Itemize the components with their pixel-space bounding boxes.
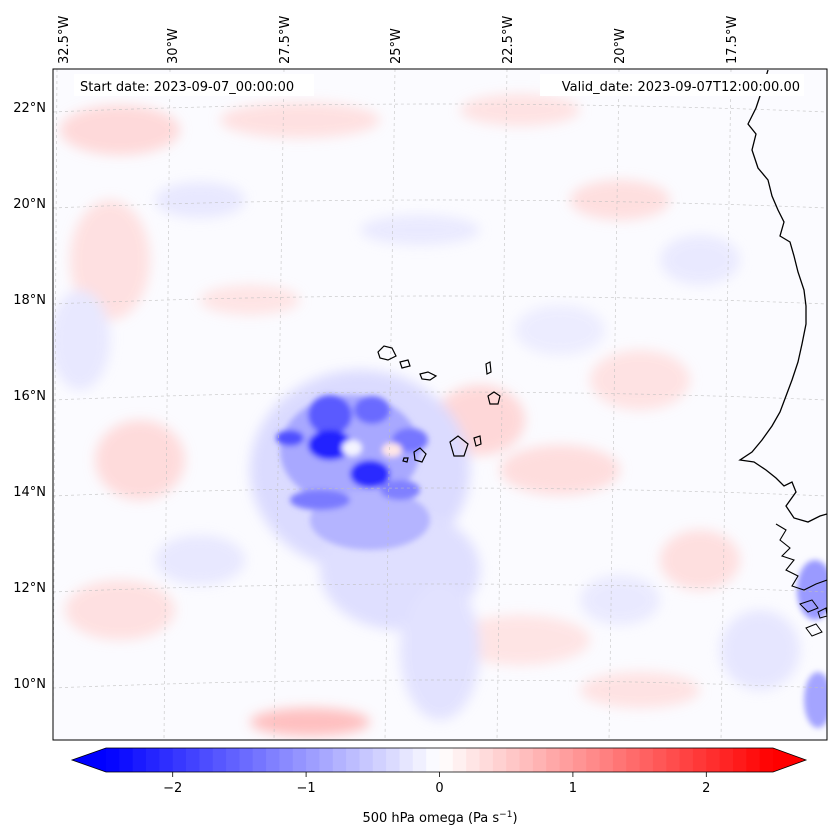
colorbar-cell [626, 748, 641, 772]
lon-label: 22.5°W [501, 16, 516, 64]
colorbar-tick-label: 2 [702, 781, 710, 796]
africa-coastline-south [775, 523, 827, 591]
colorbar-tick-label: 0 [435, 781, 443, 796]
lon-label: 27.5°W [278, 16, 293, 64]
colorbar-cell [652, 748, 667, 772]
colorbar-cell [546, 748, 561, 772]
bijagos-islands [799, 599, 827, 637]
lat-label: 16°N [13, 389, 46, 404]
colorbar-extend-max [773, 748, 806, 772]
lat-label: 14°N [13, 485, 46, 500]
colorbar-cell [759, 748, 774, 772]
colorbar-cell [212, 748, 227, 772]
colorbar-cell [559, 748, 574, 772]
lat-labels: 22°N 20°N 18°N 16°N 14°N 12°N 10°N [13, 101, 46, 692]
colorbar-cell [679, 748, 694, 772]
colorbar-cell [439, 748, 454, 772]
gridlines [53, 69, 827, 740]
colorbar-cell [639, 748, 654, 772]
colorbar-cell [252, 748, 267, 772]
colorbar-label: 500 hPa omega (Pa s−1) [362, 810, 517, 826]
colorbar-cell [399, 748, 414, 772]
colorbar-cell [266, 748, 281, 772]
colorbar-cell [452, 748, 467, 772]
colorbar-cell [332, 748, 347, 772]
lon-label: 17.5°W [725, 16, 740, 64]
colorbar-cell [412, 748, 427, 772]
colorbar-cell [612, 748, 627, 772]
valid-date: Valid_date: 2023-09-07T12:00:00.00 [562, 80, 800, 95]
colorbar-cell [719, 748, 734, 772]
africa-coastline [738, 69, 827, 523]
colorbar: −2 −1 0 1 2 500 hPa omega (Pa s−1) [70, 747, 808, 826]
colorbar-cell [426, 748, 441, 772]
colorbar-tick-label: −1 [297, 781, 316, 796]
colorbar-cell [132, 748, 147, 772]
start-date: Start date: 2023-09-07_00:00:00 [80, 80, 294, 95]
colorbar-cell [292, 748, 307, 772]
lat-label: 12°N [13, 581, 46, 596]
colorbar-cell [519, 748, 534, 772]
lat-label: 20°N [13, 197, 46, 212]
colorbar-tick-label: −2 [163, 781, 182, 796]
colorbar-cell [386, 748, 401, 772]
colorbar-cell [506, 748, 521, 772]
colorbar-cell [466, 748, 481, 772]
colorbar-cell [746, 748, 761, 772]
colorbar-cell [572, 748, 587, 772]
lon-label: 25°W [389, 28, 404, 64]
lon-label: 30°W [166, 28, 181, 64]
lat-label: 10°N [13, 677, 46, 692]
colorbar-cells [106, 748, 774, 772]
colorbar-cell [119, 748, 134, 772]
colorbar-cell [372, 748, 387, 772]
colorbar-tick-label: 1 [569, 781, 577, 796]
colorbar-cell [666, 748, 681, 772]
colorbar-cell [732, 748, 747, 772]
colorbar-cell [479, 748, 494, 772]
colorbar-cell [692, 748, 707, 772]
colorbar-cell [146, 748, 160, 772]
map-panel: Start date: 2023-09-07_00:00:00 Valid_da… [53, 69, 827, 740]
colorbar-cell [172, 748, 187, 772]
colorbar-cell [306, 748, 321, 772]
lon-label: 20°W [613, 28, 628, 64]
colorbar-cell [186, 748, 200, 772]
colorbar-cell [319, 748, 334, 772]
colorbar-cell [239, 748, 254, 772]
colorbar-cell [199, 748, 214, 772]
colorbar-cell [279, 748, 294, 772]
colorbar-extend-min [72, 748, 106, 772]
colorbar-cell [226, 748, 240, 772]
colorbar-ticks: −2 −1 0 1 2 [163, 772, 710, 796]
colorbar-cell [106, 748, 120, 772]
valid-date-box [540, 74, 804, 96]
colorbar-outline [70, 747, 808, 773]
colorbar-cell [706, 748, 721, 772]
colorbar-cell [586, 748, 601, 772]
colorbar-cell [492, 748, 507, 772]
lon-labels: 32.5°W 30°W 27.5°W 25°W 22.5°W 20°W 17.5… [57, 16, 740, 64]
omega-field [53, 94, 827, 736]
colorbar-cell [532, 748, 547, 772]
colorbar-cell [359, 748, 374, 772]
colorbar-cell [159, 748, 174, 772]
map-frame [52, 68, 828, 741]
colorbar-cell [599, 748, 614, 772]
start-date-box [74, 74, 314, 96]
cabo-verde-islands [377, 345, 501, 463]
lat-label: 22°N [13, 101, 46, 116]
colorbar-cell [346, 748, 361, 772]
lat-label: 18°N [13, 293, 46, 308]
lon-label: 32.5°W [57, 16, 72, 64]
